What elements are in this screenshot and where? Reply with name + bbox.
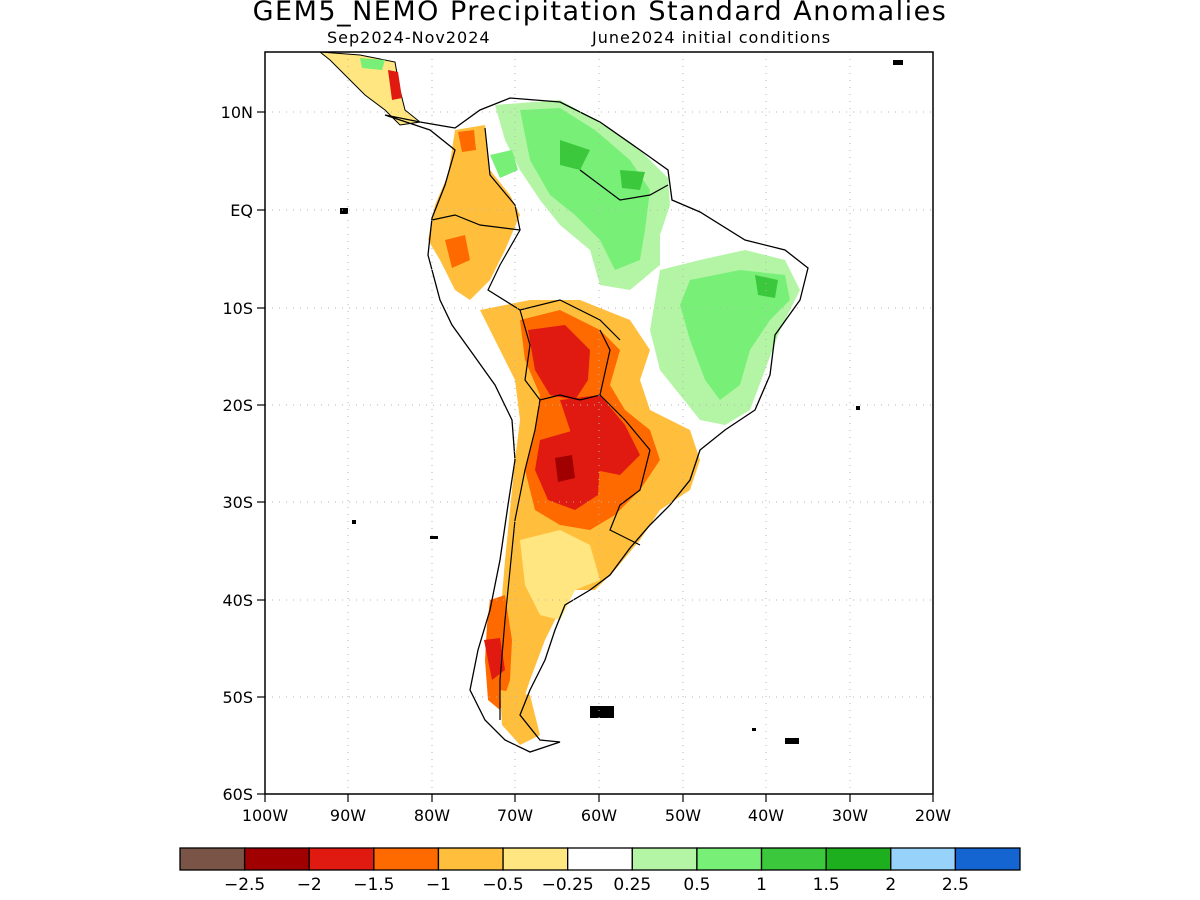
deep-red-anomaly-paraguay [560, 395, 640, 475]
light-yellow-anomaly-argentina [520, 530, 600, 620]
lat-label: 10S [222, 299, 253, 318]
lon-label: 20W [915, 806, 951, 825]
islands [340, 60, 903, 744]
colorbar-labels: −2.5 −2 −1.5 −1 −0.5 −0.25 0.25 0.5 1 1.5 2 2.5 [224, 875, 969, 895]
lon-label: 90W [330, 806, 366, 825]
colorbar-tick-label: −0.5 [482, 875, 523, 895]
longitude-labels: 100W 90W 80W 70W 60W 50W 40W 30W 20W [242, 806, 951, 825]
colorbar-swatch [890, 847, 957, 871]
lat-label: 40S [222, 591, 253, 610]
red-anomaly-peru [445, 235, 470, 268]
colorbar-swatch [954, 847, 1021, 871]
colorbar-tick-label: 2.5 [942, 875, 969, 895]
colorbar-tick-label: −1.5 [353, 875, 394, 895]
lon-label: 50W [665, 806, 701, 825]
map-contents [265, 52, 933, 794]
colorbar-swatch [437, 847, 504, 871]
colorbar-swatch [567, 847, 633, 871]
central-america-red-core [388, 70, 402, 100]
lat-label: 50S [222, 688, 253, 707]
lat-label: 30S [222, 493, 253, 512]
deep-red-anomaly-bolivia [528, 325, 590, 400]
colorbar-tick-label: −2.5 [224, 875, 265, 895]
colorbar [179, 847, 1021, 871]
colorbar-swatch [825, 847, 892, 871]
colorbar-swatch [631, 847, 698, 871]
lat-label: 20S [222, 396, 253, 415]
colorbar-swatch [308, 847, 375, 871]
period-subtitle: Sep2024-Nov2024 [327, 28, 491, 47]
colorbar-swatch [502, 847, 569, 871]
country-borders [431, 127, 669, 720]
gridlines [265, 52, 933, 794]
lat-label: 10N [221, 103, 253, 122]
colorbar-tick-label: 1 [756, 875, 767, 895]
map-title: GEM5_NEMO Precipitation Standard Anomali… [252, 0, 948, 27]
green-anomaly-venezuela-core [560, 140, 645, 190]
lat-label: EQ [230, 201, 253, 220]
lon-label: 40W [748, 806, 784, 825]
colorbar-swatch [243, 847, 310, 871]
colorbar-tick-label: 2 [885, 875, 896, 895]
axis-ticks [257, 111, 934, 802]
deep-red-anomaly-southern-chile [484, 638, 505, 680]
orange-anomaly-patagonia [500, 690, 540, 745]
initial-conditions-subtitle: June2024 initial conditions [592, 28, 832, 47]
colorbar-tick-label: 0.5 [683, 875, 710, 895]
colorbar-swatch [179, 847, 246, 871]
colorbar-swatch [373, 847, 440, 871]
latitude-labels: 10N EQ 10S 20S 30S 40S 50S 60S [221, 103, 253, 804]
darkest-anomaly-core [555, 455, 575, 482]
red-anomaly-colombia-coast [458, 130, 476, 152]
colorbar-swatch [696, 847, 763, 871]
central-america-green-core [360, 58, 385, 70]
lon-label: 100W [242, 806, 289, 825]
green-anomaly-coastal-core [755, 275, 778, 298]
lon-label: 30W [832, 806, 868, 825]
lon-label: 70W [497, 806, 533, 825]
green-anomaly-northern-strong [520, 108, 650, 270]
colorbar-tick-label: −1 [426, 875, 451, 895]
lon-label: 60W [581, 806, 617, 825]
colorbar-tick-label: 0.25 [613, 875, 651, 895]
colorbar-tick-label: −2 [297, 875, 322, 895]
colorbar-tick-label: −0.25 [542, 875, 594, 895]
green-anomaly-colombia [490, 150, 518, 178]
continent-coastline [384, 97, 809, 753]
lat-label: 60S [222, 785, 253, 804]
colorbar-tick-label: 1.5 [813, 875, 840, 895]
green-anomaly-northeast-brazil-strong [680, 270, 790, 400]
colorbar-swatch [760, 847, 827, 871]
lon-label: 80W [414, 806, 450, 825]
